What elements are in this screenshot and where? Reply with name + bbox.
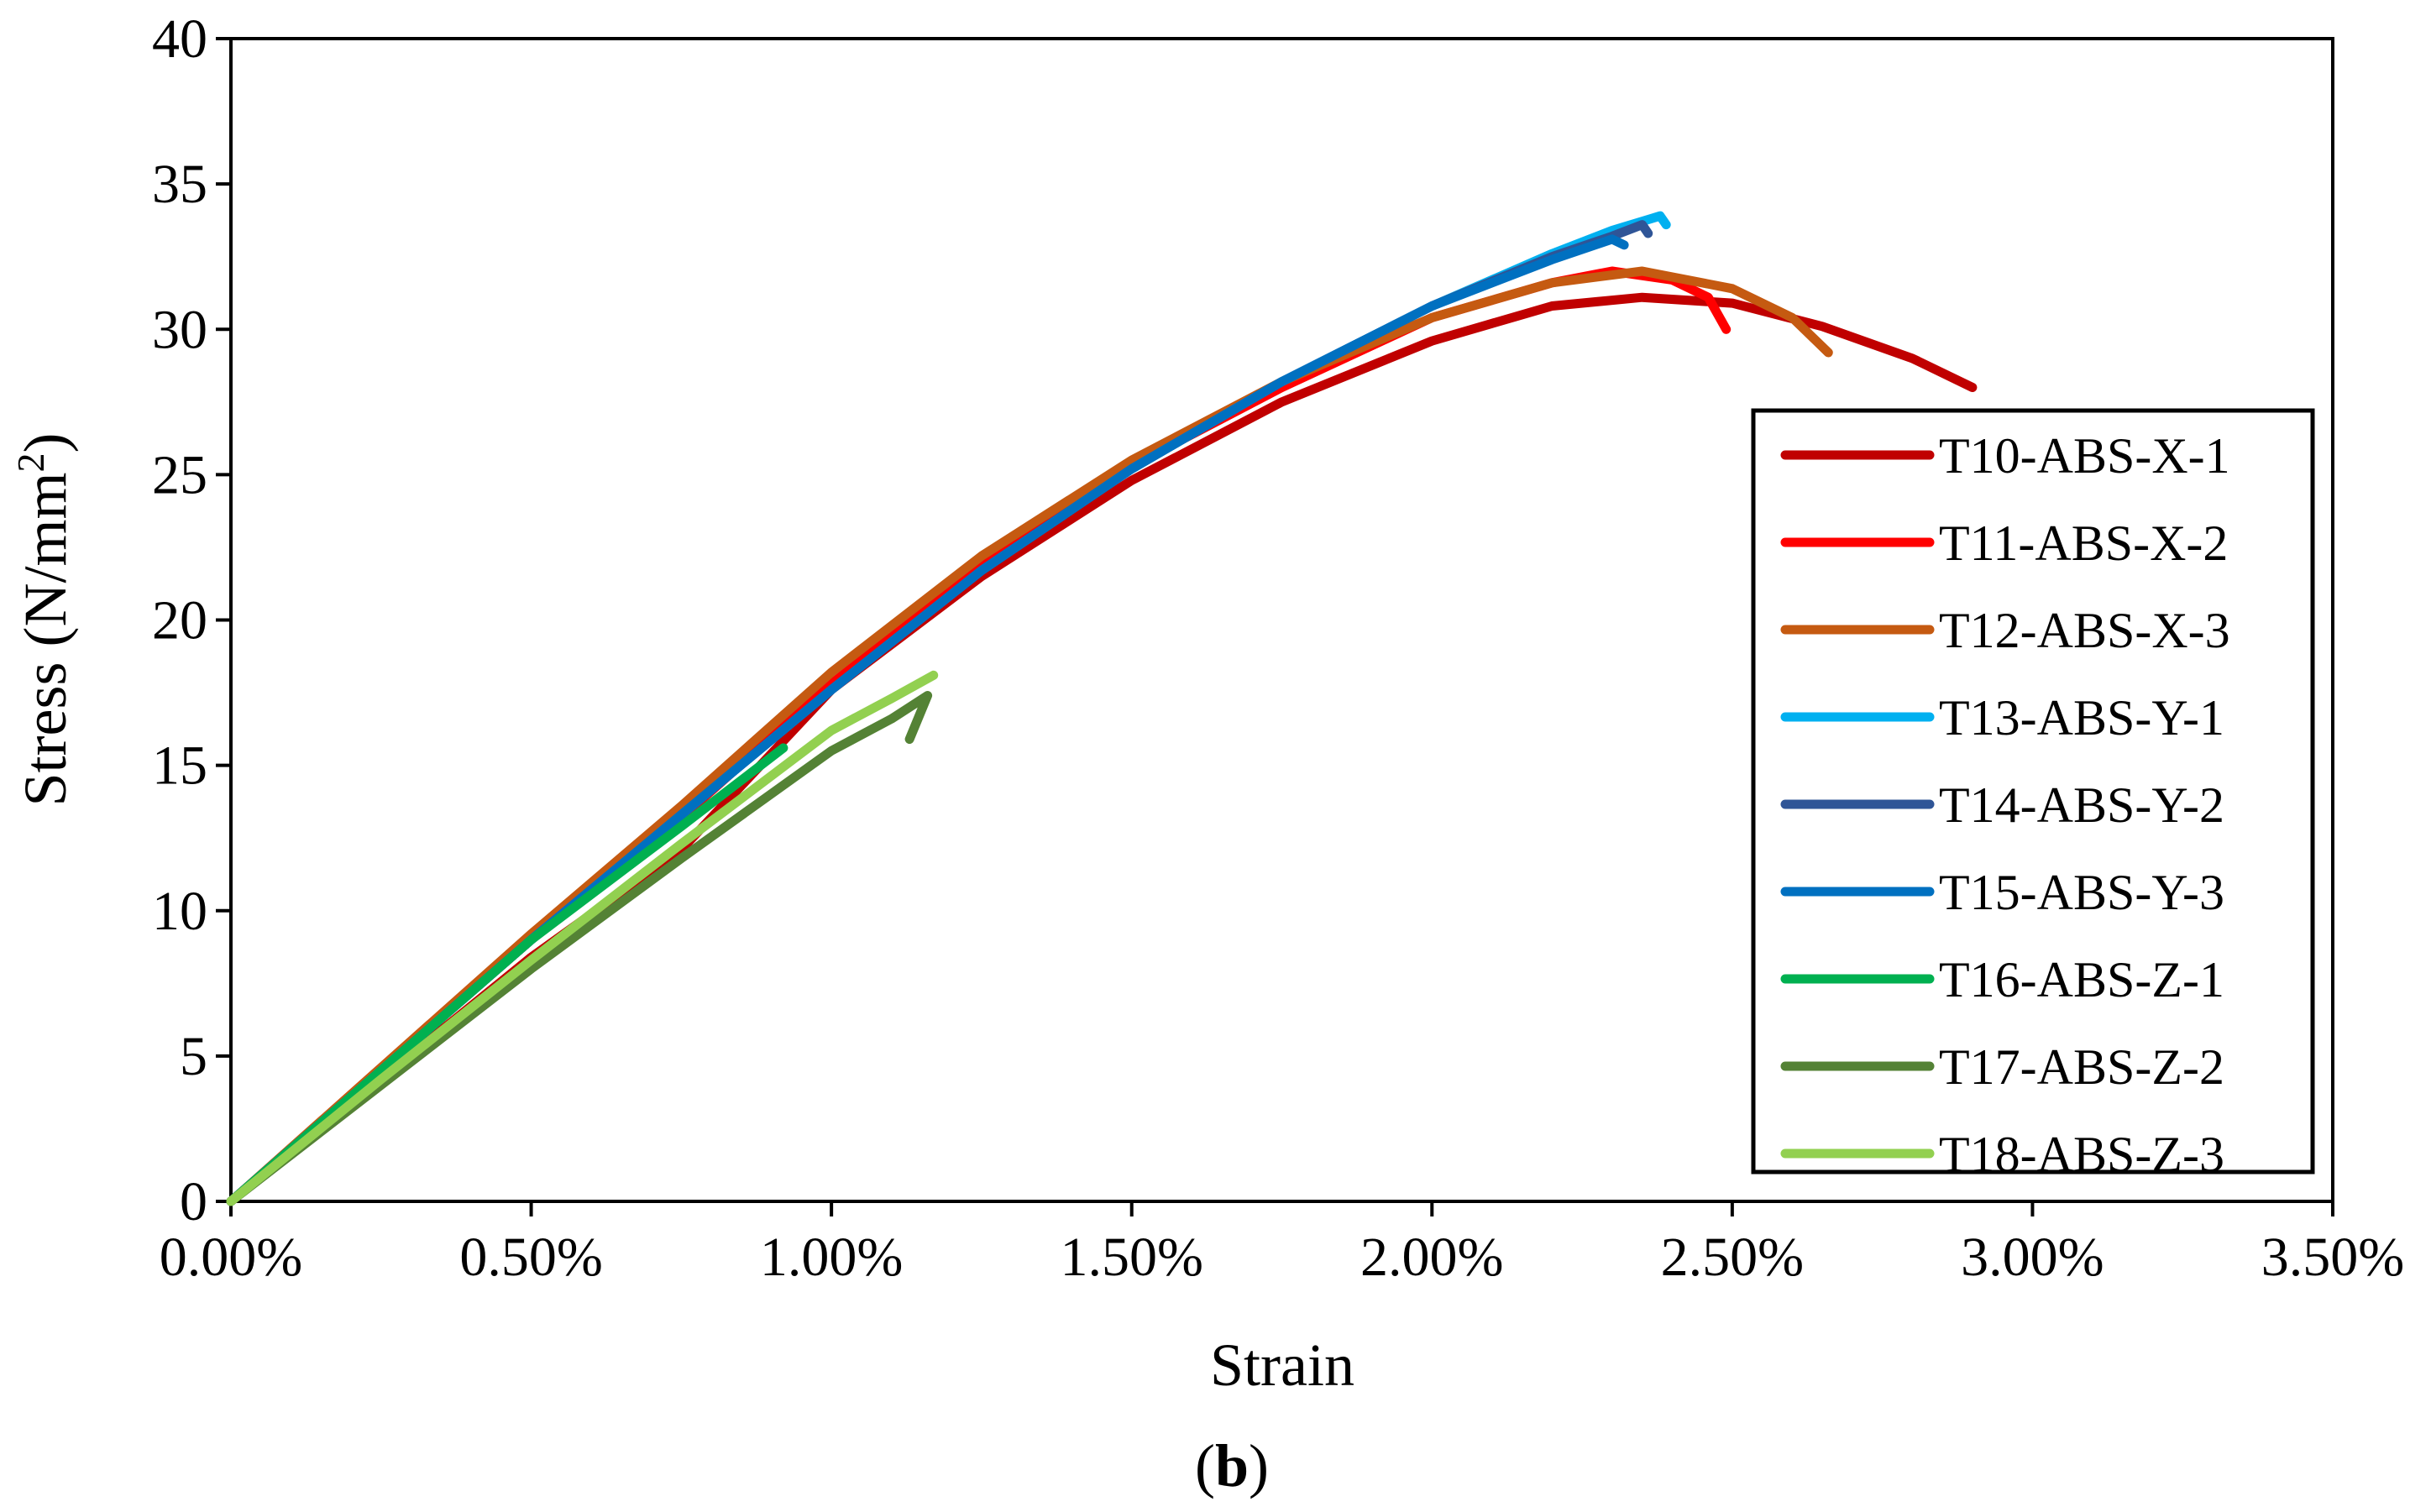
legend-label: T15-ABS-Y-3 [1939, 865, 2224, 920]
x-tick-label: 2.00% [1360, 1227, 1503, 1288]
legend-label: T18-ABS-Z-3 [1939, 1127, 2224, 1182]
legend-label: T12-ABS-X-3 [1939, 603, 2230, 658]
y-tick-label: 35 [152, 154, 207, 215]
y-tick-label: 0 [180, 1171, 207, 1232]
legend-items: T10-ABS-X-1 T11-ABS-X-2 T12-ABS-X-3 T13-ABS… [1780, 428, 2230, 1182]
caption-close: ) [1249, 1432, 1269, 1499]
x-axis-label: Strain [1210, 1332, 1354, 1399]
legend-box [1751, 408, 2315, 1175]
y-axis-label-text: Stress (N/mm [12, 472, 79, 806]
y-axis-label: Stress (N/mm2) [9, 433, 79, 807]
legend: T10-ABS-X-1 T11-ABS-X-2 T12-ABS-X-3 T13-ABS… [1751, 408, 2315, 1182]
series-line-t17-abs-z-2 [226, 691, 933, 1206]
y-axis-label-superscript: 2 [9, 453, 52, 472]
series-lines [226, 211, 1978, 1206]
x-tick-label: 0.00% [160, 1227, 302, 1288]
legend-label: T16-ABS-Z-1 [1939, 952, 2224, 1007]
y-tick-label: 10 [152, 881, 207, 942]
legend-label: T17-ABS-Z-2 [1939, 1039, 2224, 1095]
legend-label: T11-ABS-X-2 [1939, 515, 2228, 571]
y-axis: 0 5 10 15 20 25 30 35 40 [152, 8, 231, 1232]
caption-open: ( [1195, 1432, 1215, 1499]
x-tick-label: 0.50% [459, 1227, 602, 1288]
legend-label: T10-ABS-X-1 [1939, 428, 2230, 484]
legend-label: T13-ABS-Y-1 [1939, 690, 2224, 746]
y-tick-label: 15 [152, 735, 207, 797]
y-tick-label: 20 [152, 590, 207, 651]
x-tick-label: 3.00% [1961, 1227, 2104, 1288]
caption-letter: b [1215, 1432, 1249, 1499]
x-tick-label: 3.50% [2261, 1227, 2404, 1288]
y-tick-label: 40 [152, 8, 207, 70]
x-tick-label: 1.00% [760, 1227, 903, 1288]
y-tick-label: 25 [152, 444, 207, 505]
x-axis: 0.00% 0.50% 1.00% 1.50% 2.00% 2.50% 3.00% 3.50% [160, 1201, 2404, 1288]
x-tick-label: 2.50% [1661, 1227, 1804, 1288]
y-tick-label: 5 [180, 1026, 207, 1087]
y-axis-label-close: ) [12, 433, 79, 453]
y-tick-label: 30 [152, 299, 207, 360]
figure-caption: (b) [1195, 1432, 1269, 1499]
legend-label: T14-ABS-Y-2 [1939, 777, 2224, 833]
series-line-t18-abs-z-3 [226, 670, 939, 1206]
x-tick-label: 1.50% [1060, 1227, 1202, 1288]
